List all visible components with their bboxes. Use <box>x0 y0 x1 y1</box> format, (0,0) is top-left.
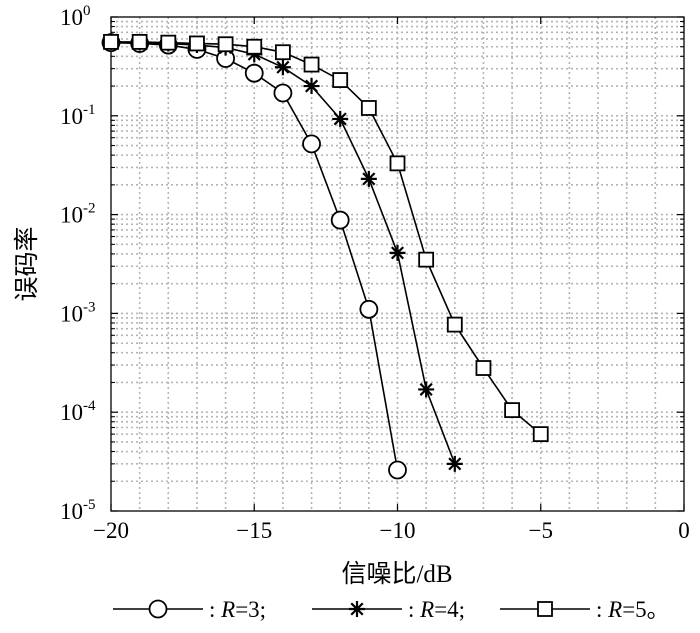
x-tick-label: −10 <box>380 518 416 543</box>
data-point-square <box>504 402 521 419</box>
data-point-asterisk <box>389 244 406 261</box>
y-tick-label: 10-4 <box>60 398 96 425</box>
data-point-square <box>475 360 492 376</box>
data-point-square <box>303 56 320 73</box>
data-point-asterisk <box>303 78 320 95</box>
y-tick-label: 10-5 <box>60 497 96 524</box>
data-point-square <box>274 44 291 61</box>
axes: −20 −15 −10 −5 0 100 10-1 10-2 10-3 10-4 10-5 <box>60 3 690 543</box>
x-tick-label: −20 <box>93 518 129 543</box>
data-point-square <box>246 38 263 55</box>
data-point-circle <box>330 210 350 230</box>
data-point-asterisk <box>446 455 463 472</box>
data-point-square <box>532 426 549 443</box>
data-point-square <box>131 33 148 50</box>
series-line <box>110 41 399 471</box>
x-tick-label: −15 <box>236 518 272 543</box>
data-point-square <box>389 155 406 172</box>
data-point-asterisk <box>418 381 435 398</box>
y-tick-label: 10-1 <box>60 102 96 129</box>
y-tick-label: 10-2 <box>60 201 96 228</box>
data-point-circle <box>273 83 293 103</box>
x-axis-label: 信噪比/dB <box>341 560 452 588</box>
data-point-square <box>160 34 177 51</box>
legend-marker-square <box>537 601 553 617</box>
data-point-circle <box>359 299 379 319</box>
data-point-circle <box>244 63 264 83</box>
y-tick-label: 10-3 <box>60 299 96 326</box>
data-point-asterisk <box>274 59 291 76</box>
data-point-asterisk <box>360 170 377 187</box>
data-point-square <box>189 35 205 52</box>
legend-item: : R=3; <box>113 597 266 622</box>
series-square <box>103 33 549 443</box>
legend-marker-asterisk <box>349 601 365 617</box>
data-point-square <box>418 251 435 268</box>
legend-item: : R=4; <box>312 597 465 622</box>
series-layer <box>101 33 549 480</box>
data-point-square <box>103 33 119 50</box>
data-point-circle <box>388 460 407 480</box>
series-line <box>111 41 542 435</box>
y-tick-label: 100 <box>60 3 91 30</box>
legend: : R=3; : R=4; : R=5。 <box>113 597 670 622</box>
data-point-square <box>217 36 234 53</box>
legend-label: : R=4; <box>408 597 465 622</box>
data-point-circle <box>302 134 321 154</box>
grid <box>111 17 684 511</box>
data-point-square <box>332 72 349 88</box>
data-point-square <box>360 100 377 116</box>
data-point-square <box>446 316 463 333</box>
legend-marker-circle <box>148 599 168 619</box>
legend-item: : R=5。 <box>500 597 670 622</box>
x-tick-label: 0 <box>678 518 690 543</box>
x-tick-label: −5 <box>529 518 553 543</box>
y-axis-label: 误码率 <box>13 226 41 301</box>
legend-label: : R=3; <box>209 597 266 622</box>
legend-label: : R=5。 <box>596 597 670 622</box>
data-point-asterisk <box>332 110 349 127</box>
